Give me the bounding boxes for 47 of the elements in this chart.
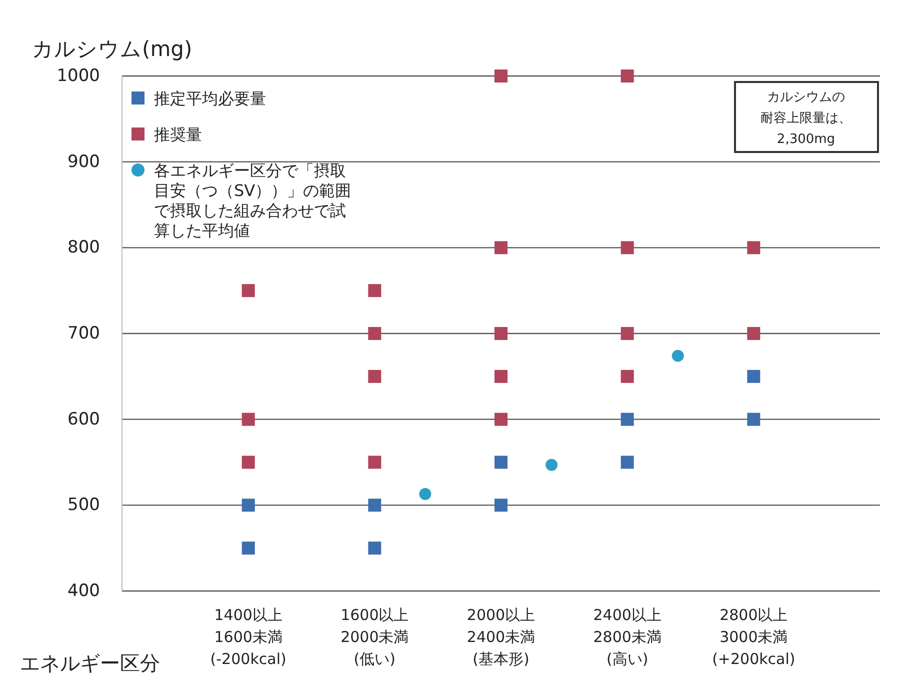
point <box>242 542 255 555</box>
y-tick-label: 600 <box>68 409 100 430</box>
y-tick-label: 1000 <box>56 66 100 86</box>
y-tick-label: 700 <box>68 324 100 344</box>
point <box>620 241 634 254</box>
point <box>620 70 634 82</box>
point <box>620 412 634 426</box>
y-tick-label: 400 <box>68 581 100 601</box>
x-tick-label: 2400以上 2800未満 (高い) <box>593 606 662 668</box>
x-axis-title: エネルギー区分 <box>20 651 160 675</box>
point <box>494 327 508 340</box>
point <box>494 370 508 383</box>
legend-label: 推奨量 <box>154 125 202 144</box>
point <box>620 370 634 383</box>
point <box>620 456 634 469</box>
point <box>494 456 508 469</box>
annotation-box: カルシウムの耐容上限量は、2,300mg <box>734 81 879 153</box>
point <box>368 370 382 383</box>
y-axis-title: カルシウム(mg) <box>32 37 192 61</box>
x-tick-label: 1600以上 2000未満 (低い) <box>340 606 409 668</box>
point <box>494 70 508 82</box>
point <box>494 498 508 512</box>
y-tick-label: 500 <box>68 495 100 516</box>
point <box>747 412 760 426</box>
point <box>368 456 382 469</box>
point <box>747 327 760 340</box>
x-tick-label: 2800以上 3000未満 (+200kcal) <box>712 606 796 668</box>
point <box>242 498 255 512</box>
x-tick-label: 1400以上 1600未満 (-200kcal) <box>210 606 286 668</box>
y-tick-label: 900 <box>68 152 100 172</box>
point <box>242 456 255 469</box>
point <box>368 542 382 555</box>
legend-label: 各エネルギー区分で「摂取目安（つ（SV））」の範囲で摂取した組み合わせで試算した平均値 <box>154 161 352 240</box>
point <box>368 284 382 298</box>
legend-label: 推定平均必要量 <box>154 89 266 108</box>
point <box>242 412 255 426</box>
point <box>494 412 508 426</box>
point <box>368 498 382 512</box>
point <box>368 327 382 340</box>
x-tick-label: 2000以上 2400未満 (基本形) <box>466 606 536 668</box>
point <box>242 284 255 298</box>
point <box>620 327 634 340</box>
point <box>747 370 760 383</box>
annotation: カルシウムの耐容上限量は、2,300mg <box>760 90 852 147</box>
y-tick-label: 800 <box>68 238 100 258</box>
point <box>494 241 508 254</box>
point <box>747 241 760 254</box>
